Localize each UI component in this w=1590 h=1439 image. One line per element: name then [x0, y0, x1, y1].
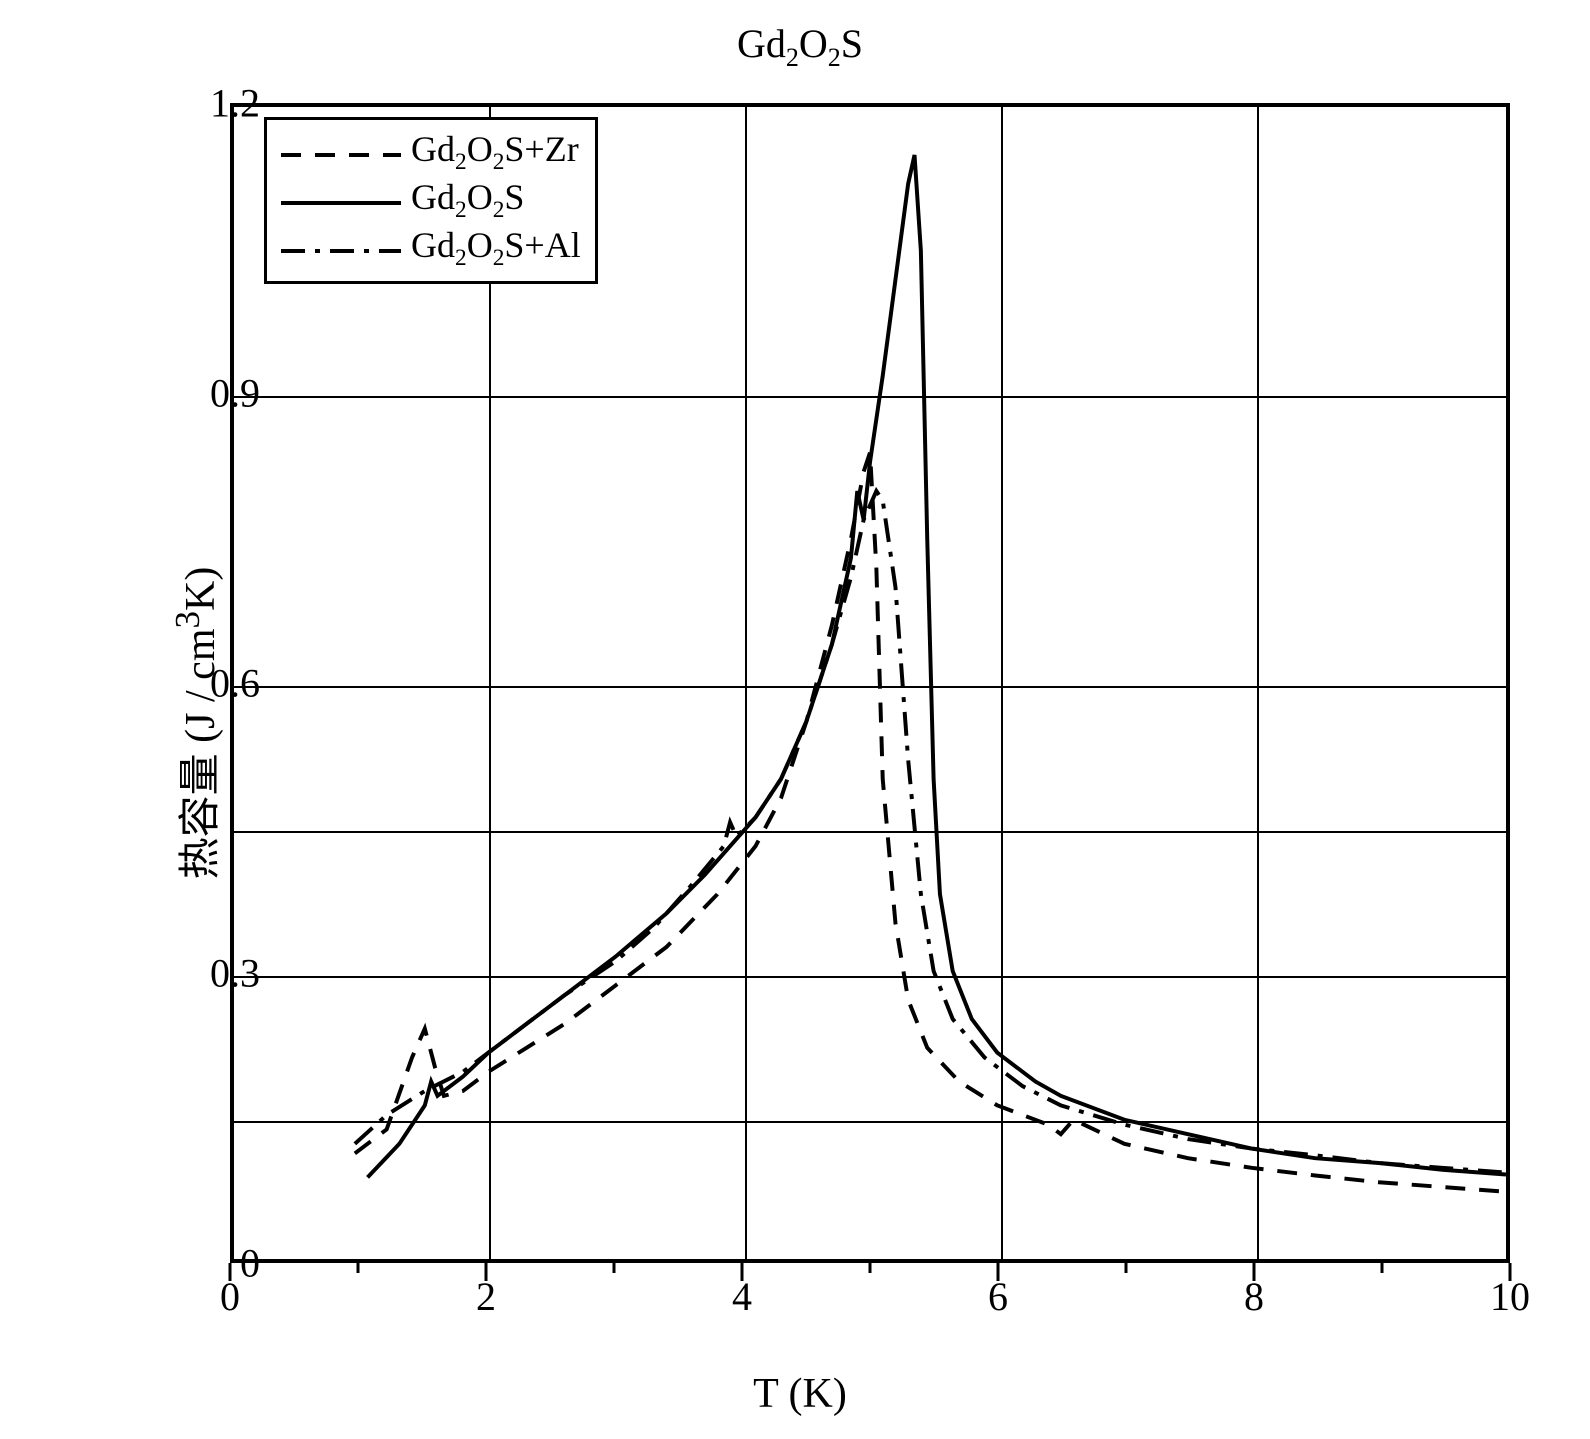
x-tick-mark — [997, 1263, 1000, 1281]
plot-area: Gd2O2S+ZrGd2O2SGd2O2S+Al — [230, 103, 1510, 1263]
y-tick-label: 0.6 — [160, 660, 260, 707]
x-tick-mark-minor — [357, 1263, 360, 1273]
x-tick-mark — [485, 1263, 488, 1281]
legend-swatch — [281, 137, 401, 167]
y-tick-label: 0.9 — [160, 370, 260, 417]
grid-line-v — [1257, 107, 1259, 1259]
legend-row: Gd2O2S+Zr — [281, 128, 581, 176]
x-tick-mark — [1509, 1263, 1512, 1281]
grid-line-v — [1001, 107, 1003, 1259]
x-tick-mark-minor — [613, 1263, 616, 1273]
grid-line-v — [745, 107, 747, 1259]
x-tick-mark — [229, 1263, 232, 1281]
legend-label: Gd2O2S+Zr — [411, 128, 579, 176]
plot-wrapper: 热容量 (J / cm3K) Gd2O2S+ZrGd2O2SGd2O2S+Al … — [50, 83, 1550, 1363]
grid-line-h — [234, 976, 1506, 978]
series-Gd2O2S — [368, 155, 1506, 1177]
legend-label: Gd2O2S — [411, 176, 524, 224]
x-tick-mark — [741, 1263, 744, 1281]
legend-label: Gd2O2S+Al — [411, 224, 581, 272]
legend-row: Gd2O2S+Al — [281, 224, 581, 272]
grid-line-h — [234, 686, 1506, 688]
chart-container: Gd2O2S 热容量 (J / cm3K) Gd2O2S+ZrGd2O2SGd2… — [50, 20, 1550, 1400]
legend-row: Gd2O2S — [281, 176, 581, 224]
x-tick-mark-minor — [869, 1263, 872, 1273]
grid-line-h — [234, 1121, 1506, 1123]
y-tick-label: 0.3 — [160, 950, 260, 997]
grid-line-h — [234, 396, 1506, 398]
chart-title: Gd2O2S — [50, 20, 1550, 73]
x-tick-mark-minor — [1381, 1263, 1384, 1273]
series-Gd2O2S+Zr — [355, 453, 1506, 1192]
legend: Gd2O2S+ZrGd2O2SGd2O2S+Al — [264, 117, 598, 284]
y-tick-label: 1.2 — [160, 80, 260, 127]
x-tick-mark — [1253, 1263, 1256, 1281]
grid-line-h — [234, 831, 1506, 833]
y-axis-label: 热容量 (J / cm3K) — [166, 567, 227, 880]
y-tick-label: 0 — [160, 1240, 260, 1287]
x-axis-label: T (K) — [753, 1370, 847, 1418]
legend-swatch — [281, 185, 401, 215]
legend-swatch — [281, 233, 401, 263]
x-tick-mark-minor — [1125, 1263, 1128, 1273]
